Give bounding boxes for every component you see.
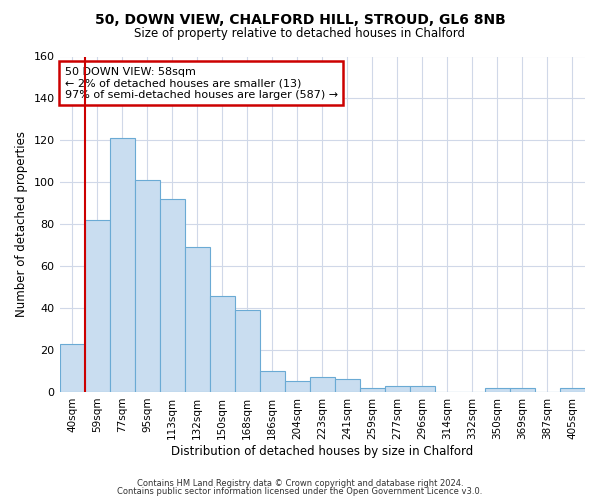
- Text: Contains HM Land Registry data © Crown copyright and database right 2024.: Contains HM Land Registry data © Crown c…: [137, 478, 463, 488]
- Bar: [310, 378, 335, 392]
- Y-axis label: Number of detached properties: Number of detached properties: [15, 131, 28, 317]
- Bar: [385, 386, 410, 392]
- Text: 50, DOWN VIEW, CHALFORD HILL, STROUD, GL6 8NB: 50, DOWN VIEW, CHALFORD HILL, STROUD, GL…: [95, 12, 505, 26]
- Bar: [335, 380, 360, 392]
- Bar: [134, 180, 160, 392]
- Bar: [485, 388, 510, 392]
- Bar: [410, 386, 435, 392]
- Text: Size of property relative to detached houses in Chalford: Size of property relative to detached ho…: [134, 28, 466, 40]
- Bar: [510, 388, 535, 392]
- Bar: [110, 138, 134, 392]
- Text: 50 DOWN VIEW: 58sqm
← 2% of detached houses are smaller (13)
97% of semi-detache: 50 DOWN VIEW: 58sqm ← 2% of detached hou…: [65, 66, 338, 100]
- Bar: [209, 296, 235, 392]
- Bar: [260, 371, 285, 392]
- Bar: [235, 310, 260, 392]
- Bar: [59, 344, 85, 392]
- Text: Contains public sector information licensed under the Open Government Licence v3: Contains public sector information licen…: [118, 487, 482, 496]
- Bar: [360, 388, 385, 392]
- Bar: [285, 382, 310, 392]
- Bar: [85, 220, 110, 392]
- Bar: [160, 199, 185, 392]
- Bar: [185, 248, 209, 392]
- X-axis label: Distribution of detached houses by size in Chalford: Distribution of detached houses by size …: [171, 444, 473, 458]
- Bar: [560, 388, 585, 392]
